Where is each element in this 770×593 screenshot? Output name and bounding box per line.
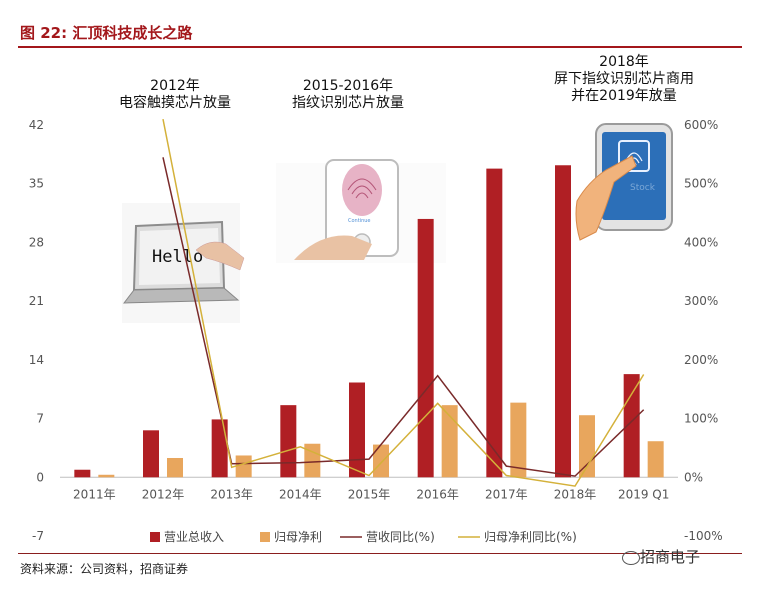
legend-label: 归母净利同比(%) — [484, 530, 577, 544]
profit-yoy-line — [162, 118, 645, 487]
fingerprint-frame-icon — [618, 140, 650, 172]
legend-label: 营业总收入 — [164, 530, 224, 544]
annotation-line: 屏下指纹识别芯片商用 — [554, 71, 694, 87]
y-left-tick-label: 0 — [36, 470, 44, 484]
revenue-bar — [349, 382, 365, 478]
x-tick-label: 2017年 — [485, 487, 528, 501]
annotation-line: 2012年 — [150, 78, 200, 94]
fingerprint-icon — [342, 164, 382, 216]
net-profit-bar — [235, 455, 252, 478]
y-right-tick-label: -100% — [684, 529, 723, 543]
net-profit-bar — [98, 474, 115, 478]
revenue-bar — [486, 168, 503, 478]
net-profit-bar — [167, 457, 183, 478]
y-left-tick-label: 7 — [36, 412, 44, 426]
x-tick-label: 2015年 — [348, 487, 391, 501]
bar-series — [74, 165, 664, 478]
net-profit-bar — [510, 402, 527, 478]
watermark-text: 招商电子 — [640, 548, 701, 566]
laptop-display — [139, 228, 220, 285]
net-profit-bar — [373, 444, 389, 478]
x-tick-label: 2019 Q1 — [618, 487, 669, 501]
y-right-tick-label: 0% — [684, 470, 703, 484]
y-right-tick-label: 600% — [684, 118, 718, 132]
revenue-bar — [211, 419, 228, 478]
legend-swatch — [260, 532, 270, 542]
y-left-tick-label: 42 — [29, 118, 44, 132]
net-profit-bar — [579, 415, 595, 478]
x-axis-ticks: 2011年 2012年 2013年 2014年 2015年 2016年 2017年 2018年… — [73, 487, 669, 501]
wechat-icon — [622, 551, 640, 565]
annotation-line: 并在2019年放量 — [571, 88, 677, 104]
revenue-bar — [623, 374, 640, 478]
y-right-tick-label: 500% — [684, 177, 718, 191]
legend: 营业总收入 归母净利 营收同比(%) 归母净利同比(%) — [150, 530, 577, 544]
y-right-tick-label: 200% — [684, 353, 718, 367]
y-left-tick-label: -7 — [32, 529, 44, 543]
underscreen-illustration: Stock — [575, 123, 673, 241]
title-divider — [18, 46, 742, 48]
y-right-tick-label: 100% — [684, 412, 718, 426]
hand-icon — [195, 241, 245, 271]
revenue-bar — [280, 405, 297, 478]
net-profit-bar — [441, 405, 458, 478]
x-tick-label: 2011年 — [73, 487, 116, 501]
figure-title: 图 22: 汇顶科技成长之路 — [20, 24, 193, 42]
legend-label: 归母净利 — [274, 530, 322, 544]
source-note: 资料来源：公司资料，招商证券 — [20, 562, 189, 576]
y-left-tick-label: 28 — [29, 235, 44, 249]
annotation-line: 2018年 — [599, 54, 649, 70]
x-tick-label: 2018年 — [554, 487, 597, 501]
x-tick-label: 2016年 — [416, 487, 459, 501]
net-profit-bar — [304, 443, 321, 478]
source-divider — [18, 553, 742, 554]
annotation-line: 电容触摸芯片放量 — [119, 94, 231, 111]
revenue-bar — [143, 430, 159, 478]
finger-hand-icon — [575, 155, 637, 241]
legend-swatch — [150, 532, 160, 542]
net-profit-bar — [647, 441, 664, 478]
fingerprint-ridges — [347, 178, 377, 199]
y-axis-right: -100% 0% 100% 200% 300% 400% 500% 600% — [684, 118, 723, 543]
y-axis-left: -7 0 7 14 21 28 35 42 — [29, 118, 44, 543]
y-left-tick-label: 14 — [29, 353, 44, 367]
phone-continue-text: Continue — [348, 218, 370, 224]
annotation-line: 2015-2016年 — [303, 78, 393, 94]
stock-text: Stock — [630, 183, 656, 193]
legend-label: 营收同比(%) — [366, 530, 435, 544]
y-right-tick-label: 400% — [684, 235, 718, 249]
y-right-tick-label: 300% — [684, 294, 718, 308]
y-left-tick-label: 21 — [29, 294, 44, 308]
revenue-bar — [74, 469, 91, 478]
x-tick-label: 2014年 — [279, 487, 322, 501]
x-tick-label: 2013年 — [210, 487, 253, 501]
laptop-keyboard — [122, 287, 240, 304]
annotation-line: 指纹识别芯片放量 — [292, 95, 404, 111]
laptop-hello-text: Hello — [152, 247, 203, 267]
laptop-illustration: Hello — [122, 203, 245, 323]
y-left-tick-label: 35 — [29, 177, 44, 191]
line-series — [162, 118, 645, 487]
revenue-bar — [417, 218, 434, 478]
x-tick-label: 2012年 — [142, 487, 185, 501]
thumb-icon — [294, 235, 372, 260]
revenue-bar — [555, 165, 571, 478]
